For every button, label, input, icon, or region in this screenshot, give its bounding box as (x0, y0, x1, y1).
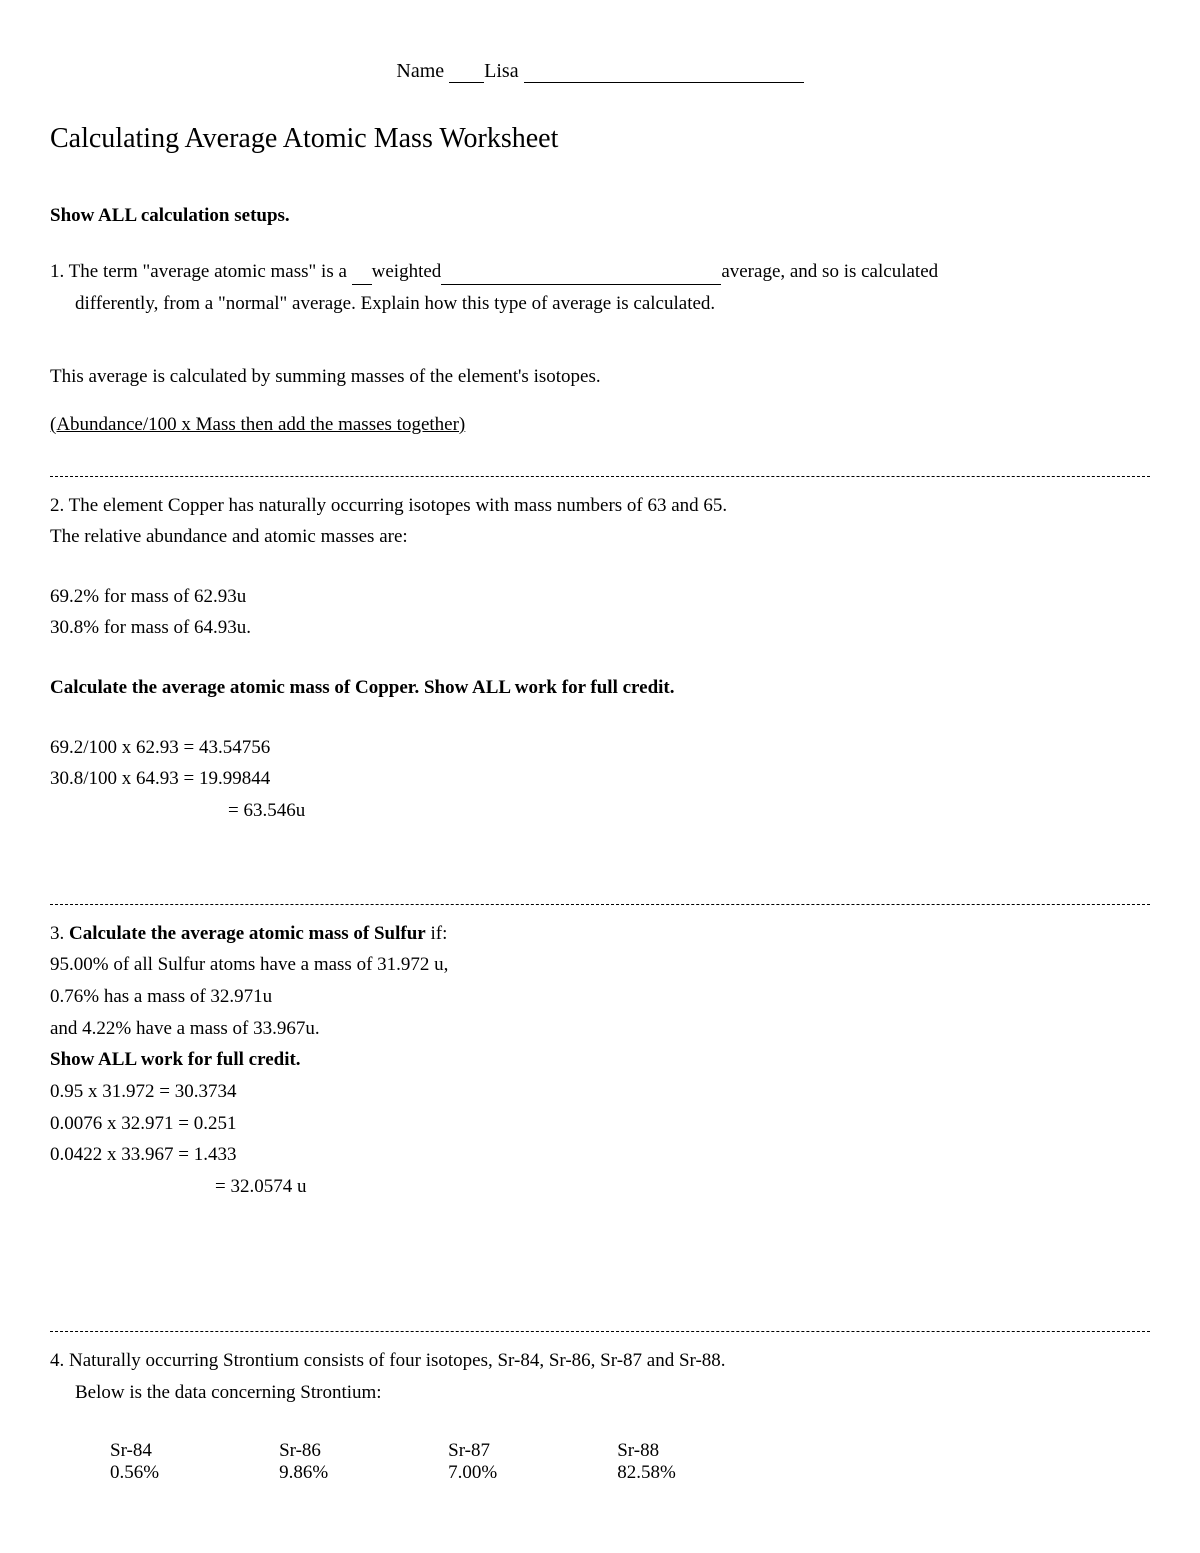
worksheet-title: Calculating Average Atomic Mass Workshee… (50, 123, 1150, 155)
divider-2 (50, 904, 1150, 905)
q3-prompt-rest: if: (426, 923, 448, 944)
divider-3 (50, 1331, 1150, 1332)
q3-calc3: 0.0422 x 33.967 = 1.433 (50, 1142, 1150, 1168)
q3-result: = 32.0574 u (50, 1174, 1150, 1200)
isotope-name-0: Sr-84 (110, 1440, 159, 1462)
isotope-pct-1: 9.86% (279, 1462, 328, 1484)
q3-data2: 0.76% has a mass of 32.971u (50, 984, 1150, 1010)
student-name: Lisa (484, 60, 518, 82)
q1-line2: differently, from a "normal" average. Ex… (50, 291, 1150, 317)
q1-line1: 1. The term "average atomic mass" is a w… (50, 259, 1150, 285)
isotope-table: Sr-84 0.56% Sr-86 9.86% Sr-87 7.00% Sr-8… (50, 1440, 1150, 1484)
q2-data1: 69.2% for mass of 62.93u (50, 584, 1150, 610)
instruction-heading: Show ALL calculation setups. (50, 205, 1150, 227)
name-label: Name (396, 60, 444, 82)
q3-show-work: Show ALL work for full credit. (50, 1047, 1150, 1073)
name-blank-1 (449, 82, 484, 83)
isotope-col-2: Sr-87 7.00% (448, 1440, 497, 1484)
q2-prompt: Calculate the average atomic mass of Cop… (50, 675, 1150, 701)
isotope-name-2: Sr-87 (448, 1440, 497, 1462)
isotope-name-3: Sr-88 (617, 1440, 676, 1462)
isotope-pct-3: 82.58% (617, 1462, 676, 1484)
isotope-col-3: Sr-88 82.58% (617, 1440, 676, 1484)
name-header: Name Lisa (50, 60, 1150, 83)
q1-blank-2 (441, 284, 721, 285)
isotope-pct-2: 7.00% (448, 1462, 497, 1484)
q4-line2: Below is the data concerning Strontium: (50, 1380, 1150, 1406)
q1-response: This average is calculated by summing ma… (50, 364, 1150, 390)
isotope-pct-0: 0.56% (110, 1462, 159, 1484)
divider-1 (50, 476, 1150, 477)
q3-prompt-bold: Calculate the average atomic mass of Sul… (69, 923, 426, 944)
q3-line1: 3. Calculate the average atomic mass of … (50, 921, 1150, 947)
q1-suffix: average, and so is calculated (721, 261, 938, 282)
q2-line2: The relative abundance and atomic masses… (50, 524, 1150, 550)
q3-calc2: 0.0076 x 32.971 = 0.251 (50, 1111, 1150, 1137)
isotope-col-0: Sr-84 0.56% (110, 1440, 159, 1484)
q2-calc2: 30.8/100 x 64.93 = 19.99844 (50, 766, 1150, 792)
q1-prefix: 1. The term "average atomic mass" is a (50, 261, 352, 282)
q4-line1: 4. Naturally occurring Strontium consist… (50, 1348, 1150, 1374)
q2-calc1: 69.2/100 x 62.93 = 43.54756 (50, 735, 1150, 761)
name-blank-2 (524, 82, 804, 83)
q1-formula: (Abundance/100 x Mass then add the masse… (50, 412, 1150, 438)
q1-blank-1 (352, 284, 372, 285)
isotope-col-1: Sr-86 9.86% (279, 1440, 328, 1484)
isotope-name-1: Sr-86 (279, 1440, 328, 1462)
q1-answer: weighted (372, 261, 442, 282)
q2-result: = 63.546u (50, 798, 1150, 824)
q2-line1: 2. The element Copper has naturally occu… (50, 493, 1150, 519)
q3-calc1: 0.95 x 31.972 = 30.3734 (50, 1079, 1150, 1105)
q3-data3: and 4.22% have a mass of 33.967u. (50, 1016, 1150, 1042)
q2-data2: 30.8% for mass of 64.93u. (50, 615, 1150, 641)
q3-data1: 95.00% of all Sulfur atoms have a mass o… (50, 952, 1150, 978)
q3-num: 3. (50, 923, 69, 944)
